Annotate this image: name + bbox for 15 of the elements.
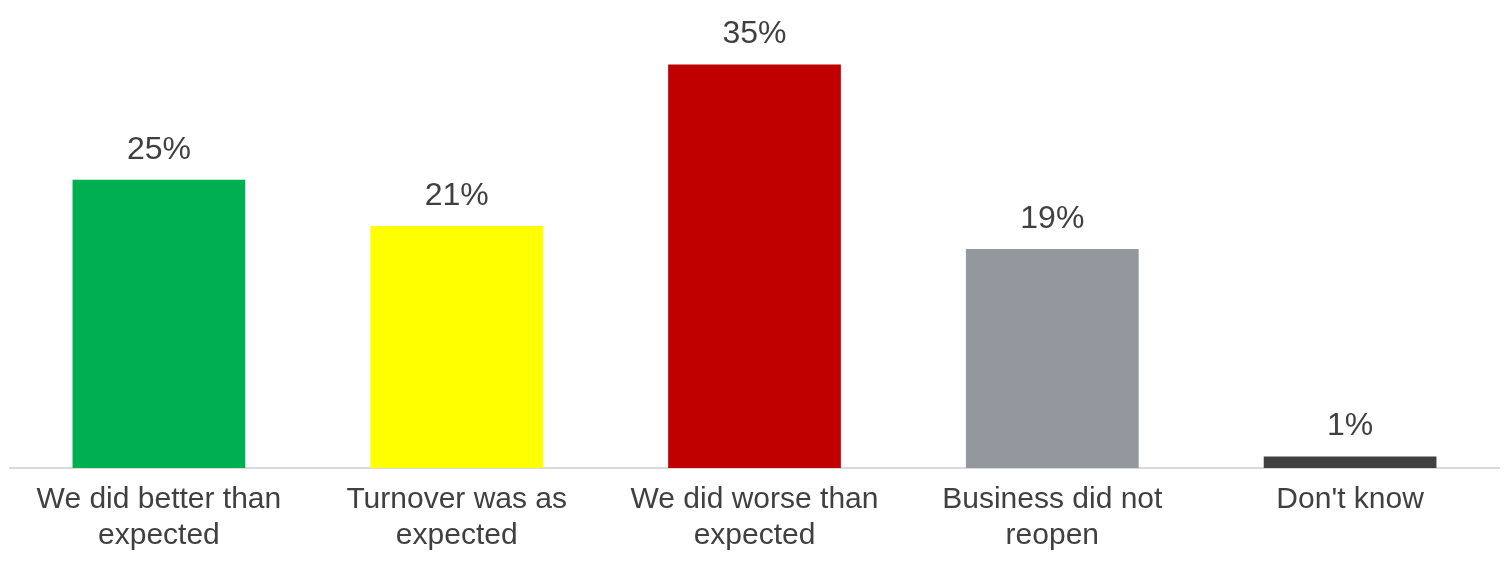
bar	[370, 225, 544, 468]
x-tick-label: Turnover was as expected	[346, 481, 568, 551]
data-label: 35%	[722, 14, 787, 51]
x-tick-label: Business did not reopen	[942, 481, 1164, 551]
bar	[965, 248, 1139, 468]
x-tick-label: Don't know	[1276, 481, 1425, 515]
bar	[1263, 456, 1437, 468]
x-tick-label: We did worse than expected	[630, 481, 879, 551]
x-tick-label: We did better than expected	[36, 481, 282, 551]
bar	[72, 179, 246, 468]
data-label: 19%	[1020, 198, 1085, 235]
data-label: 1%	[1326, 406, 1374, 443]
data-label: 25%	[126, 129, 191, 166]
data-label: 21%	[424, 175, 489, 212]
bar	[668, 64, 841, 468]
